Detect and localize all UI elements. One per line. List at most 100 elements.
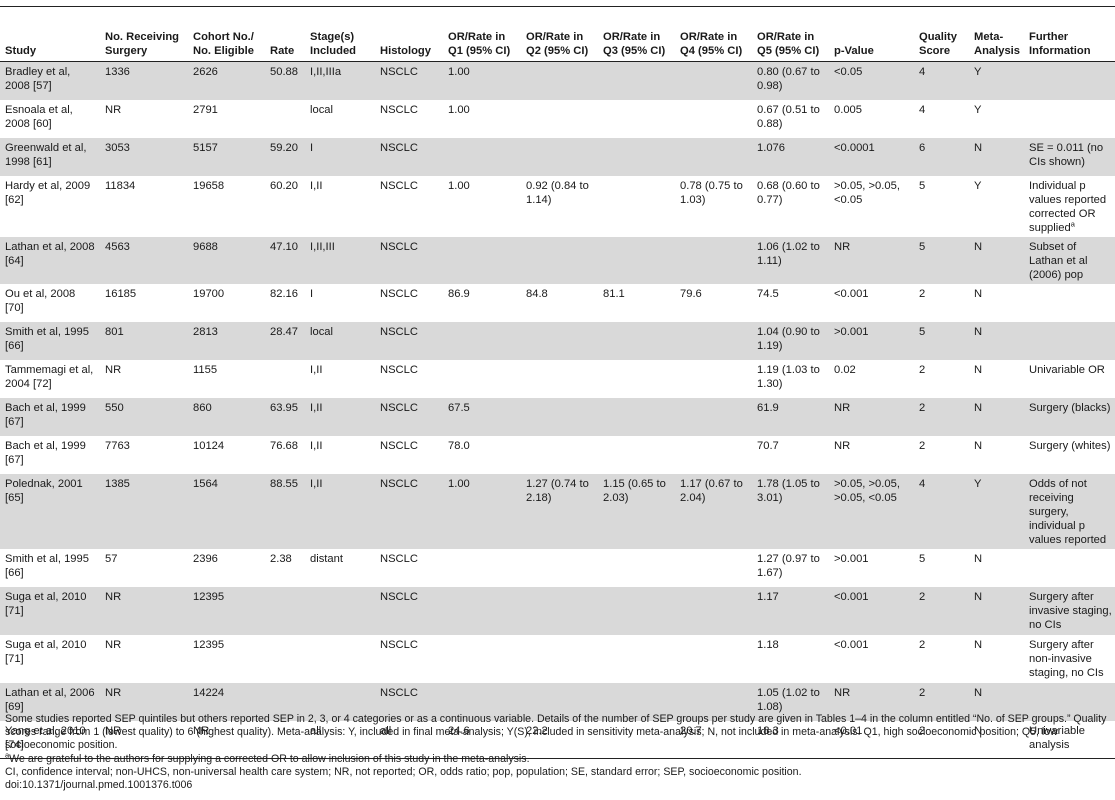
cell-q5: 74.5: [757, 287, 779, 300]
cell-cohort-eligible: 12395: [188, 586, 265, 635]
cell-q1: [443, 321, 521, 360]
cell-quality-score: 6: [914, 137, 969, 176]
cell-q1: [443, 360, 521, 398]
cell-quality-score: 5: [919, 179, 926, 192]
cell-q5: 1.04 (0.90 to 1.19): [752, 321, 829, 360]
column-header-q2: OR/Rate in Q2 (95% CI): [521, 30, 598, 62]
cell-quality-score: 4: [914, 61, 969, 100]
table-row: Esnoala et al, 2008 [60] NR 2791 local NSCLC…: [0, 100, 1115, 138]
table-row: Hardy et al, 2009 [62] 11834 19658 60.20 I,I…: [0, 176, 1115, 237]
column-header-q4: OR/Rate in Q4 (95% CI): [675, 30, 752, 62]
cell-q4: [675, 137, 752, 176]
cell-q4: 20.7: [675, 720, 752, 759]
column-header-q3: OR/Rate in Q3 (95% CI): [598, 30, 675, 62]
cell-q1: 24.6: [443, 720, 521, 759]
cell-no-receiving-surgery: 1336: [100, 61, 188, 100]
cell-p-value: NR: [834, 439, 851, 452]
table-row: Suga et al, 2010 [71] NR 12395 NSCLC 1.18 <0.…: [0, 635, 1115, 683]
cell-p-value: NR: [829, 682, 914, 721]
cell-further-information: Surgery (blacks): [1024, 397, 1115, 436]
cell-q4: [675, 682, 752, 721]
cell-rate: 88.55: [265, 473, 305, 549]
column-header-meta-analysis: Meta-Analysis: [969, 30, 1024, 62]
cell-q5: 1.17: [752, 586, 829, 635]
cell-histology: NSCLC: [380, 103, 418, 116]
cell-q2: [521, 549, 598, 587]
cell-histology: NSCLC: [375, 586, 443, 635]
cell-q3: 1.15 (0.65 to 2.03): [598, 473, 675, 549]
cell-q4: 0.78 (0.75 to 1.03): [680, 179, 743, 206]
cell-cohort-eligible: NR: [188, 720, 265, 759]
table-row: Yang et al, 2010 [74] NR NR all all 24.6 22.2 2…: [0, 720, 1115, 759]
cell-q5: 1.78 (1.05 to 3.01): [752, 473, 829, 549]
cell-q3: [598, 100, 675, 138]
column-header-p-value: p-Value: [829, 30, 914, 62]
cell-study: Bradley et al, 2008 [57]: [0, 61, 100, 100]
column-header-quality-score: Quality Score: [914, 30, 969, 62]
cell-cohort-eligible: 2626: [188, 61, 265, 100]
cell-q2: 1.27 (0.74 to 2.18): [521, 473, 598, 549]
cell-cohort-eligible: 5157: [188, 137, 265, 176]
cell-p-value: NR: [829, 236, 914, 284]
header-row: Study No. Receiving Surgery Cohort No./ No…: [0, 30, 1115, 62]
table-row: Smith et al, 1995 [66] 57 2396 2.38 distant N…: [0, 549, 1115, 587]
cell-histology: NSCLC: [375, 137, 443, 176]
cell-q5: 0.80 (0.67 to 0.98): [752, 61, 829, 100]
cell-meta-analysis: N: [969, 682, 1024, 721]
cell-p-value: 0.02: [834, 363, 856, 376]
cell-q5: 18.3: [752, 720, 829, 759]
cell-q3: [598, 682, 675, 721]
cell-meta-analysis: N: [969, 397, 1024, 436]
table-row: Lathan et al, 2008 [64] 4563 9688 47.10 I,II…: [0, 236, 1115, 284]
table-row: Bradley et al, 2008 [57] 1336 2626 50.88 I,I…: [0, 61, 1115, 100]
table-body: Bradley et al, 2008 [57] 1336 2626 50.88 I,I…: [0, 61, 1115, 759]
cell-further-information: Surgery after invasive staging, no CIs: [1024, 586, 1115, 635]
cell-rate: [265, 100, 305, 138]
cell-rate: 63.95: [265, 397, 305, 436]
cell-histology: NSCLC: [380, 439, 418, 452]
table-row: Smith et al, 1995 [66] 801 2813 28.47 local N…: [0, 321, 1115, 360]
column-header-histology: Histology: [375, 30, 443, 62]
cell-study: Greenwald et al, 1998 [61]: [0, 137, 100, 176]
cell-no-receiving-surgery: 801: [100, 321, 188, 360]
table-row: Lathan et al, 2006 [69] NR 14224 NSCLC 1.05 …: [0, 682, 1115, 721]
cell-no-receiving-surgery: 4563: [100, 236, 188, 284]
cell-no-receiving-surgery: NR: [105, 103, 122, 116]
cell-quality-score: 2: [914, 397, 969, 436]
column-header-stages: Stage(s) Included: [305, 30, 375, 62]
cell-q4: [675, 397, 752, 436]
cell-meta-analysis: N: [969, 720, 1024, 759]
cell-q5: 61.9: [752, 397, 829, 436]
cell-q2: [521, 436, 598, 474]
cell-histology: NSCLC: [380, 179, 418, 192]
cell-no-receiving-surgery: NR: [100, 682, 188, 721]
cell-q1: 1.00: [448, 179, 470, 192]
cell-rate: [265, 682, 305, 721]
cell-study: Suga et al, 2010 [71]: [0, 586, 100, 635]
cell-q2: [521, 321, 598, 360]
cell-q3: [598, 549, 675, 587]
column-header-no-receiving-surgery: No. Receiving Surgery: [100, 30, 188, 62]
cell-p-value: <0.05: [829, 61, 914, 100]
cell-no-receiving-surgery: 1385: [100, 473, 188, 549]
cell-q4: [675, 635, 752, 683]
cell-q2: [521, 360, 598, 398]
cell-histology: all: [375, 720, 443, 759]
cell-histology: NSCLC: [375, 397, 443, 436]
cell-further-information: Subset of Lathan et al (2006) pop: [1024, 236, 1115, 284]
cell-q1: [443, 586, 521, 635]
cell-q3: 81.1: [603, 287, 625, 300]
cell-stages: all: [305, 720, 375, 759]
cell-q3: [598, 436, 675, 474]
cell-stages: I,II: [305, 397, 375, 436]
cell-no-receiving-surgery: 7763: [105, 439, 130, 452]
top-rule: [0, 6, 1115, 7]
cell-quality-score: 2: [919, 439, 926, 452]
cell-histology: NSCLC: [380, 638, 418, 651]
cell-q5: 1.19 (1.03 to 1.30): [757, 363, 820, 390]
cell-q2: [521, 397, 598, 436]
cell-meta-analysis: N: [974, 363, 983, 376]
table-footnotes: Some studies reported SEP quintiles but …: [5, 713, 1110, 792]
footnote-marker: a: [1070, 218, 1075, 228]
cell-q3: [598, 176, 675, 237]
